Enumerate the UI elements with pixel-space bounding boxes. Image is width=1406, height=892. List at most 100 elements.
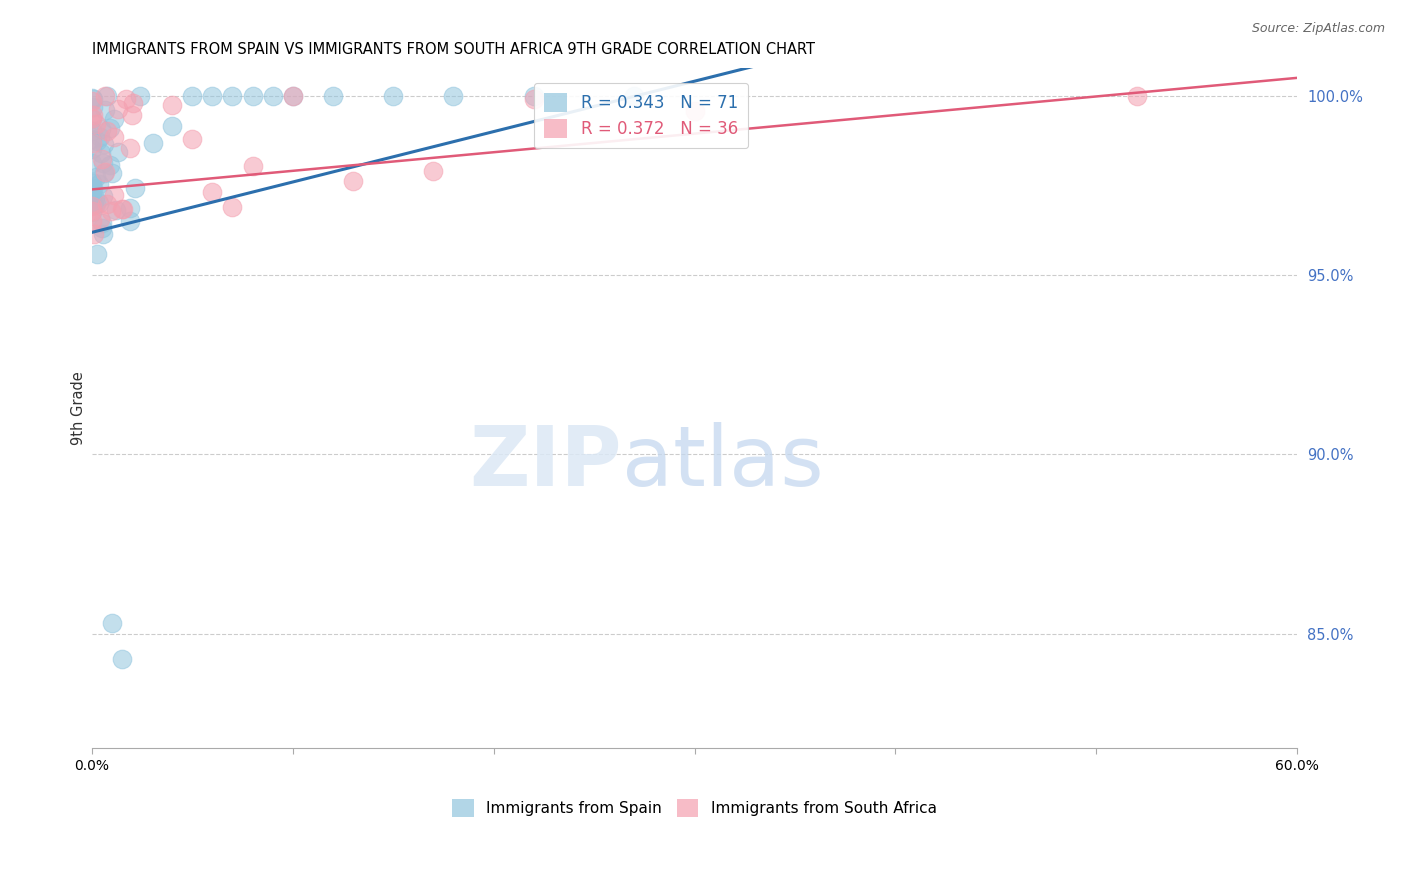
Point xyxy=(89,211,111,226)
Point xyxy=(80,189,103,203)
Point xyxy=(90,121,112,136)
Text: atlas: atlas xyxy=(623,422,824,503)
Point xyxy=(101,166,124,180)
Point xyxy=(82,92,104,106)
Point xyxy=(94,165,117,179)
Point xyxy=(120,140,142,154)
Point xyxy=(103,130,125,145)
Point xyxy=(84,191,107,205)
Point xyxy=(89,195,111,210)
Point xyxy=(342,174,364,188)
Point xyxy=(91,216,114,230)
Point xyxy=(80,213,103,227)
Legend: Immigrants from Spain, Immigrants from South Africa: Immigrants from Spain, Immigrants from S… xyxy=(446,793,943,823)
Point xyxy=(98,158,121,172)
Point xyxy=(623,89,645,103)
Point xyxy=(86,246,108,260)
Point xyxy=(91,189,114,203)
Point xyxy=(124,181,146,195)
Point xyxy=(103,188,125,202)
Point xyxy=(80,156,103,170)
Point xyxy=(84,117,107,131)
Point xyxy=(96,89,118,103)
Point xyxy=(80,175,103,189)
Point xyxy=(103,112,125,127)
Point xyxy=(242,89,264,103)
Point xyxy=(89,130,111,145)
Point xyxy=(201,185,224,199)
Point xyxy=(90,145,112,160)
Point xyxy=(181,89,204,103)
Point xyxy=(80,136,103,150)
Point xyxy=(83,227,105,242)
Point xyxy=(181,132,204,146)
Point xyxy=(160,120,183,134)
Point xyxy=(523,89,546,103)
Point xyxy=(111,202,134,216)
Point xyxy=(80,203,103,218)
Point xyxy=(129,89,152,103)
Point xyxy=(86,134,108,148)
Point xyxy=(160,98,183,112)
Point xyxy=(142,136,165,151)
Point xyxy=(80,124,103,138)
Point xyxy=(84,197,107,211)
Point xyxy=(100,204,122,219)
Y-axis label: 9th Grade: 9th Grade xyxy=(72,371,86,445)
Point xyxy=(382,89,405,103)
Point xyxy=(80,142,103,156)
Point xyxy=(80,111,103,125)
Point xyxy=(121,107,143,121)
Point xyxy=(105,203,128,218)
Point xyxy=(262,89,284,103)
Point xyxy=(120,202,142,216)
Point xyxy=(83,198,105,212)
Point xyxy=(523,92,546,106)
Point xyxy=(91,153,114,167)
Point xyxy=(90,220,112,235)
Point xyxy=(96,124,118,138)
Point xyxy=(80,176,103,190)
Point xyxy=(281,89,304,103)
Point xyxy=(80,199,103,213)
Point xyxy=(322,89,344,103)
Point xyxy=(93,103,115,117)
Point xyxy=(80,112,103,127)
Point xyxy=(112,202,135,216)
Point xyxy=(120,214,142,228)
Point xyxy=(122,95,145,110)
Point xyxy=(107,102,129,116)
Point xyxy=(93,137,115,152)
Point xyxy=(201,89,224,103)
Point xyxy=(87,177,110,191)
Point xyxy=(80,205,103,219)
Point xyxy=(115,92,138,106)
Point xyxy=(82,100,104,114)
Point xyxy=(91,156,114,170)
Point xyxy=(82,108,104,122)
Point xyxy=(80,199,103,213)
Point xyxy=(80,182,103,196)
Text: IMMIGRANTS FROM SPAIN VS IMMIGRANTS FROM SOUTH AFRICA 9TH GRADE CORRELATION CHAR: IMMIGRANTS FROM SPAIN VS IMMIGRANTS FROM… xyxy=(91,42,815,57)
Point xyxy=(221,200,243,214)
Point xyxy=(80,95,103,109)
Point xyxy=(96,196,118,211)
Text: ZIP: ZIP xyxy=(470,422,623,503)
Point xyxy=(93,166,115,180)
Point xyxy=(82,91,104,105)
Point xyxy=(281,89,304,103)
Point xyxy=(242,160,264,174)
Point xyxy=(98,120,121,135)
Point xyxy=(422,163,444,178)
Text: Source: ZipAtlas.com: Source: ZipAtlas.com xyxy=(1251,22,1385,36)
Point xyxy=(221,89,243,103)
Point xyxy=(80,192,103,206)
Point xyxy=(84,169,107,184)
Point xyxy=(91,227,114,242)
Point xyxy=(101,615,124,630)
Point xyxy=(111,651,134,665)
Point xyxy=(107,145,129,160)
Point xyxy=(80,132,103,146)
Point xyxy=(1125,89,1147,103)
Point xyxy=(82,181,104,195)
